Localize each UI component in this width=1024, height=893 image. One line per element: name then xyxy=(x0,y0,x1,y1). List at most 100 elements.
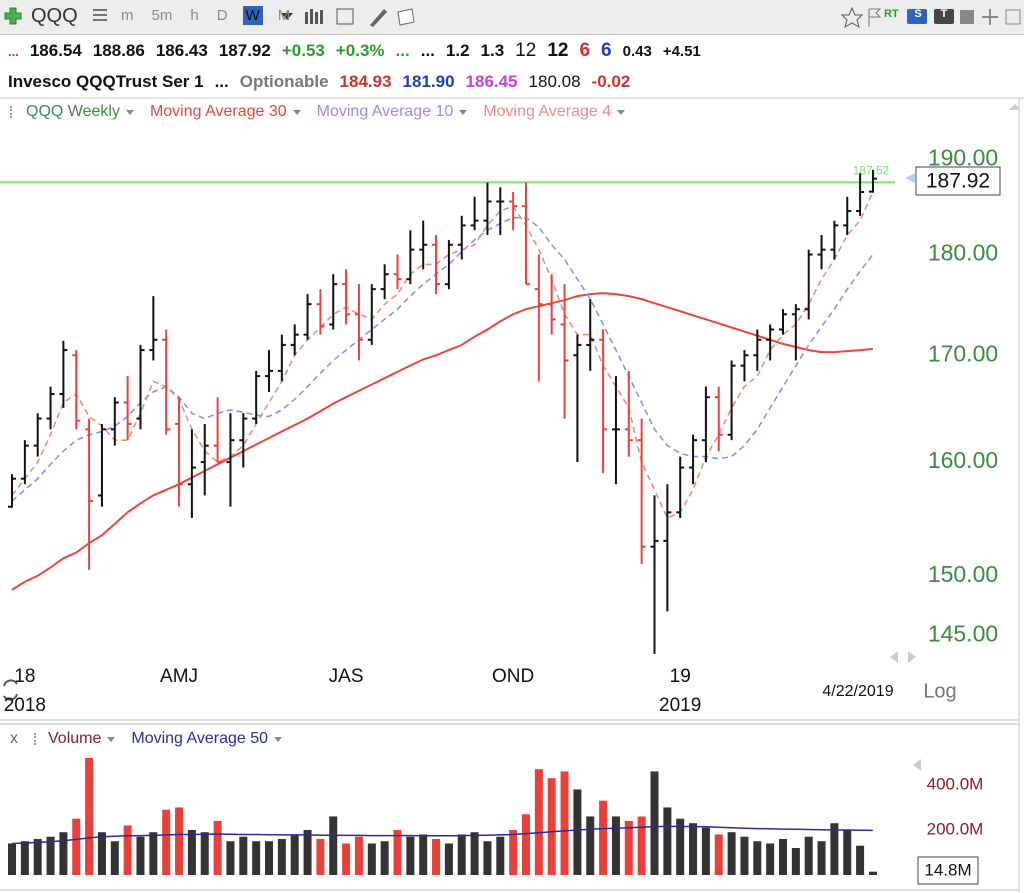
volume-bar xyxy=(380,841,389,875)
volume-bar xyxy=(175,807,184,875)
last-volume: 14.8M xyxy=(924,860,971,879)
volume-bar xyxy=(868,871,877,875)
volume-bar xyxy=(239,836,248,875)
grid-icon[interactable] xyxy=(336,8,354,25)
note-icon[interactable] xyxy=(397,8,415,26)
volume-bar xyxy=(663,807,672,875)
moving-average xyxy=(11,292,873,591)
symbol[interactable]: QQQ xyxy=(31,5,78,27)
menu-icon[interactable] xyxy=(93,9,107,21)
volume-bar xyxy=(277,838,286,875)
flag-icon[interactable] xyxy=(868,8,882,27)
y-tick-label: 180.00 xyxy=(928,240,998,266)
volume-bar xyxy=(136,836,145,875)
legend-entry[interactable]: QQQ Weekly xyxy=(26,103,120,120)
quote-row: Invesco QQQTrust Ser 1... Optionable 184.9… xyxy=(8,72,630,92)
x-tick-label: AMJ xyxy=(160,666,198,687)
close-panel[interactable]: x xyxy=(10,730,18,747)
star-icon[interactable] xyxy=(840,6,864,29)
quote-item: Invesco QQQTrust Ser 1 xyxy=(8,72,204,91)
price-box xyxy=(915,166,1001,196)
volume-bar xyxy=(560,771,569,875)
bar-icon[interactable] xyxy=(305,9,323,24)
interval-button[interactable]: 5m xyxy=(151,7,173,24)
legend-menu[interactable] xyxy=(107,736,116,742)
legend-menu[interactable] xyxy=(274,736,283,742)
volume-bar xyxy=(252,841,261,875)
interval-button[interactable]: M xyxy=(277,7,291,24)
year-label: 2018 xyxy=(4,695,46,716)
legend-entry[interactable]: Volume xyxy=(48,730,102,747)
volume-bar xyxy=(547,778,556,875)
quote-item: +0.53 xyxy=(281,41,325,60)
volume-bar xyxy=(856,845,865,875)
volume-bar xyxy=(33,838,42,875)
quote-item: 6 xyxy=(601,40,612,61)
legend-entry[interactable]: Moving Average 4 xyxy=(483,103,612,120)
dropdown-icon[interactable] xyxy=(281,13,293,20)
volume-bar xyxy=(8,843,16,875)
volume-bar xyxy=(123,825,132,875)
volume-legend: x Volume Moving Average 50 xyxy=(10,730,292,748)
window-icon[interactable] xyxy=(1005,9,1021,25)
scroll-arrow[interactable] xyxy=(908,651,916,663)
save-icon[interactable] xyxy=(960,10,974,24)
interval-button[interactable]: h xyxy=(190,7,199,24)
y-tick-label: 170.00 xyxy=(928,340,998,366)
scroll-arrow[interactable] xyxy=(890,651,898,663)
volume-bar xyxy=(804,836,813,875)
volume-bar xyxy=(419,834,428,875)
volume-bar xyxy=(573,789,582,875)
volume-bar xyxy=(162,809,171,875)
reference-label: 187.52 xyxy=(853,164,890,178)
volume-bar xyxy=(637,816,646,875)
move-icon[interactable] xyxy=(982,9,998,25)
scroll-arrow[interactable] xyxy=(913,759,921,771)
interval-button[interactable]: D xyxy=(216,7,228,24)
year-label: 2019 xyxy=(659,695,701,716)
legend-entry[interactable]: Moving Average 10 xyxy=(316,103,454,120)
legend-menu[interactable] xyxy=(617,109,626,115)
legend-entry[interactable]: Moving Average 50 xyxy=(131,730,269,747)
volume-tick-label: 400.0M xyxy=(927,774,984,793)
quote-item: 0.43 xyxy=(622,43,652,60)
quote-item: 187.92 xyxy=(218,41,271,60)
volume-bar xyxy=(367,843,376,875)
y-tick-label: 160.00 xyxy=(928,447,998,473)
badge[interactable]: RT xyxy=(884,8,899,20)
legend-menu[interactable] xyxy=(292,109,301,115)
quote-item: ... xyxy=(420,41,435,60)
badge[interactable]: S xyxy=(914,8,922,20)
add-icon[interactable] xyxy=(4,7,22,25)
interval-button[interactable]: W xyxy=(242,6,263,25)
volume-bar xyxy=(290,834,299,875)
quote-row: ... 186.54 188.86 186.43 187.92 +0.53 +0.3%...… xyxy=(8,40,701,62)
quote-item: 184.93 xyxy=(339,72,392,91)
quote-item: 188.86 xyxy=(92,41,145,60)
date-label: 4/22/2019 xyxy=(822,683,893,700)
volume-bar xyxy=(432,838,441,875)
volume-bar xyxy=(46,836,55,875)
legend-entry[interactable]: Moving Average 30 xyxy=(149,103,287,120)
volume-bar xyxy=(354,836,363,875)
legend-handle xyxy=(10,106,18,118)
refresh-icon[interactable] xyxy=(3,679,18,701)
moving-average xyxy=(11,216,874,502)
volume-average xyxy=(11,825,873,845)
volume-box xyxy=(917,856,979,885)
volume-bar xyxy=(59,832,68,875)
scale-label[interactable]: Log xyxy=(923,680,956,702)
volume-bar xyxy=(72,818,81,875)
quote-item: 12 xyxy=(515,40,537,61)
badge[interactable]: T xyxy=(940,8,948,20)
legend-menu[interactable] xyxy=(125,109,134,115)
s-badge-box[interactable] xyxy=(907,9,927,24)
volume-bar xyxy=(624,820,633,875)
quote-item: Optionable xyxy=(239,72,329,91)
legend-menu[interactable] xyxy=(459,109,468,115)
pen-icon[interactable] xyxy=(370,9,387,27)
t-badge-box[interactable] xyxy=(934,9,954,24)
scroll-arrow[interactable] xyxy=(1009,104,1021,110)
interval-button[interactable]: m xyxy=(121,7,134,24)
